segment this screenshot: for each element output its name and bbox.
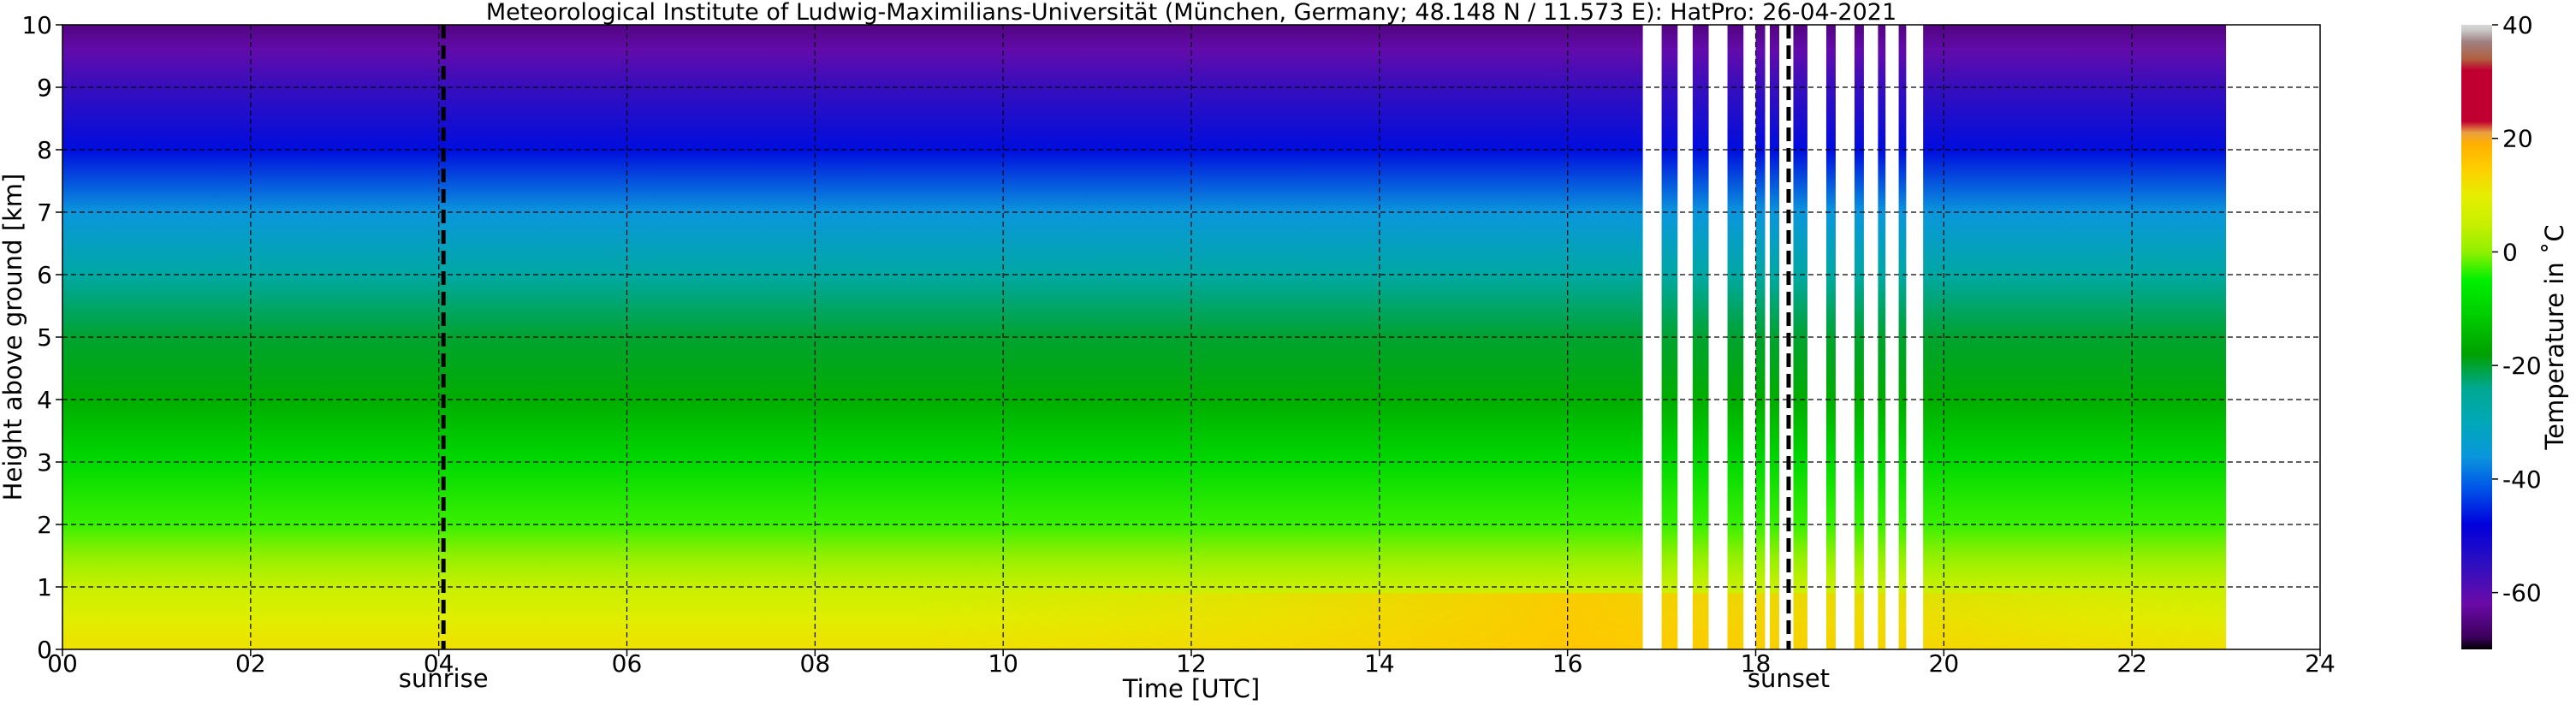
data-gap — [1677, 25, 1693, 649]
colorbar-tick-label: -40 — [2502, 465, 2542, 494]
event-labels: sunrise sunset — [399, 664, 1830, 693]
x-tick-label: 24 — [2305, 649, 2336, 678]
x-axis-ticks: 00 02 04 06 08 10 12 14 16 18 20 22 24 — [47, 649, 2336, 678]
y-tick-label: 1 — [37, 573, 52, 601]
x-tick-label: 10 — [988, 649, 1018, 678]
y-tick-label: 2 — [37, 511, 52, 539]
x-tick-label: 06 — [612, 649, 643, 678]
x-tick-label: 04 — [424, 649, 454, 678]
x-tick-label: 14 — [1364, 649, 1395, 678]
data-gap — [1807, 25, 1826, 649]
chart-title: Meteorological Institute of Ludwig-Maxim… — [486, 0, 1896, 26]
x-tick-label: 02 — [235, 649, 266, 678]
colorbar-tick-label: 0 — [2502, 238, 2518, 266]
x-tick-label: 00 — [47, 649, 78, 678]
colorbar-tick-label: 20 — [2502, 125, 2533, 153]
y-tick-label: 7 — [37, 198, 52, 227]
y-tick-label: 10 — [21, 11, 52, 39]
event-lines — [441, 25, 1791, 649]
y-tick-label: 8 — [37, 136, 52, 164]
x-tick-label: 22 — [2116, 649, 2147, 678]
colorbar-ticks: -60 -40 -20 0 20 40 — [2492, 11, 2542, 607]
y-tick-label: 5 — [37, 323, 52, 352]
y-tick-label: 3 — [37, 448, 52, 477]
colorbar-tick-label: 40 — [2502, 11, 2533, 39]
x-tick-label: 08 — [800, 649, 831, 678]
y-axis-label: Height above ground [km] — [0, 174, 27, 501]
x-tick-label: 16 — [1552, 649, 1583, 678]
colorbar-scale — [2461, 25, 2492, 649]
data-gap — [1885, 25, 1899, 649]
x-tick-label: 12 — [1176, 649, 1207, 678]
plot-area — [62, 25, 2320, 649]
data-gap — [1642, 25, 1662, 649]
y-tick-label: 0 — [37, 636, 52, 664]
x-tick-label: 20 — [1929, 649, 1960, 678]
colorbar-label: Temperature in ˚C — [2540, 224, 2569, 450]
colorbar-tick-label: -20 — [2502, 352, 2542, 380]
y-tick-label: 9 — [37, 74, 52, 102]
x-axis-label: Time [UTC] — [1122, 674, 1260, 703]
y-tick-label: 6 — [37, 261, 52, 289]
x-tick-label: 18 — [1741, 649, 1772, 678]
sunset-label: sunset — [1748, 664, 1830, 693]
colorbar-tick-label: -60 — [2502, 579, 2542, 607]
surface-warming-layer — [62, 593, 2227, 649]
grid — [62, 25, 2320, 649]
sunrise-label: sunrise — [399, 664, 489, 693]
y-axis-ticks: 0 1 2 3 4 5 6 7 8 9 10 — [21, 11, 62, 664]
colorbar: -60 -40 -20 0 20 40 Temperature in ˚C — [2461, 11, 2569, 649]
y-tick-label: 4 — [37, 386, 52, 414]
